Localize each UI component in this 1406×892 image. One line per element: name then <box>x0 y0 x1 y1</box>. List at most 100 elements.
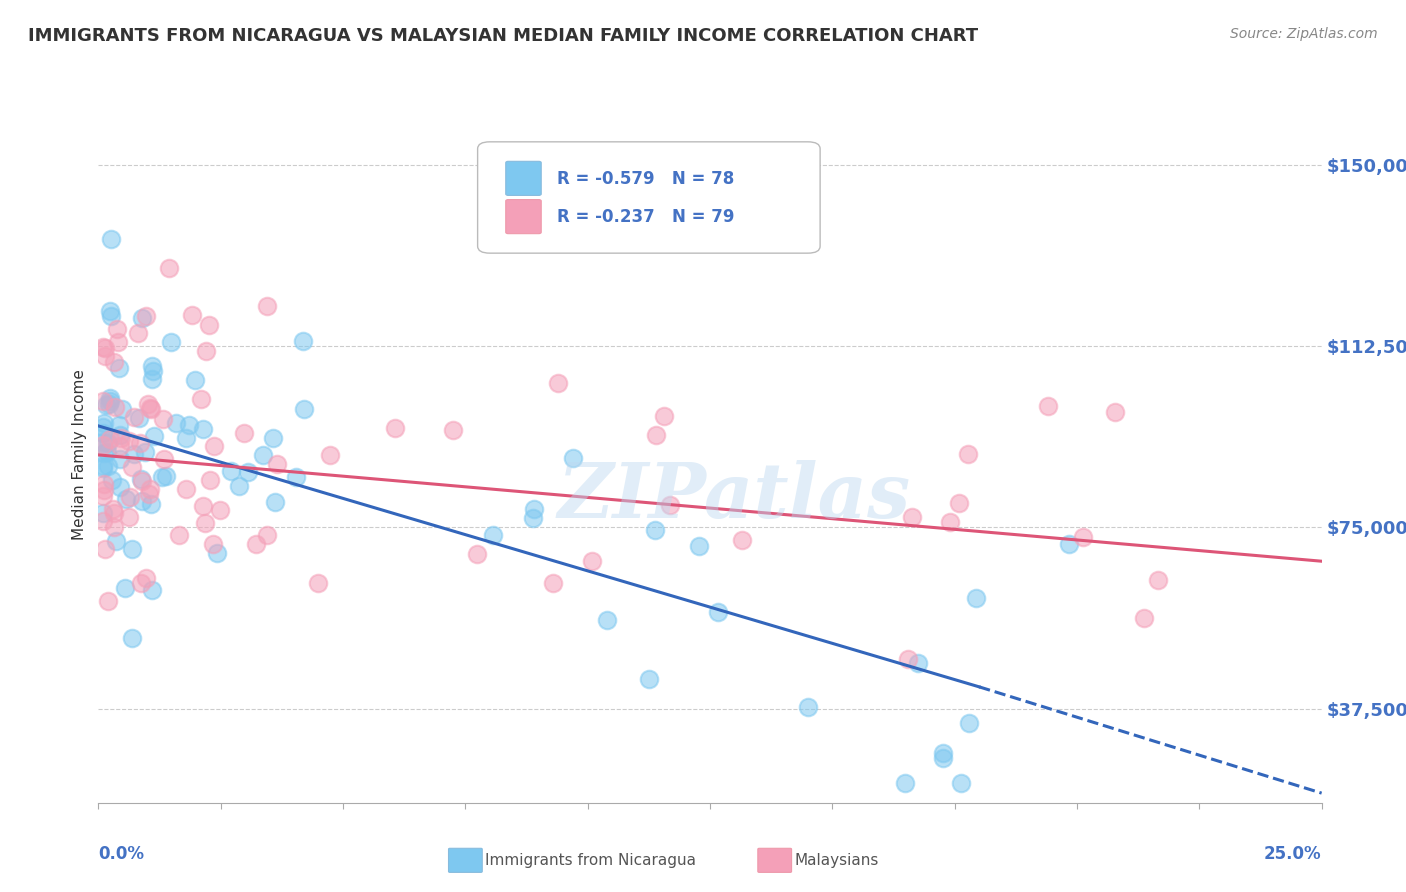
Point <box>141 583 163 598</box>
Point <box>120 490 142 504</box>
Point <box>292 334 315 348</box>
Point <box>124 410 146 425</box>
Point <box>134 445 156 459</box>
Point <box>236 466 259 480</box>
Point <box>128 410 150 425</box>
Point <box>319 448 342 462</box>
Point <box>135 571 157 585</box>
Point <box>94 341 117 355</box>
Point <box>107 361 129 376</box>
Point <box>384 421 406 435</box>
Point <box>91 506 114 520</box>
Point <box>91 514 114 528</box>
Point <box>97 594 120 608</box>
Point <box>91 459 114 474</box>
Point <box>131 310 153 325</box>
Point <box>245 537 267 551</box>
Point <box>93 483 115 497</box>
Point <box>101 473 124 487</box>
Point <box>482 528 505 542</box>
Point <box>128 436 150 450</box>
Point <box>138 482 160 496</box>
FancyBboxPatch shape <box>506 200 541 234</box>
Point <box>965 591 987 605</box>
Point <box>91 420 114 434</box>
Point <box>894 776 917 790</box>
FancyBboxPatch shape <box>506 161 541 195</box>
Point <box>96 444 118 458</box>
Point <box>645 427 668 442</box>
Point <box>97 436 120 450</box>
Point <box>91 435 114 450</box>
Point <box>190 392 212 407</box>
Point <box>256 299 278 313</box>
Point <box>208 503 231 517</box>
Point <box>731 533 754 547</box>
Point <box>141 401 163 416</box>
Point <box>93 476 115 491</box>
Point <box>121 632 143 646</box>
Point <box>121 542 143 557</box>
Point <box>184 373 207 387</box>
Point <box>931 751 953 765</box>
Point <box>292 402 315 417</box>
Point <box>167 528 190 542</box>
Point <box>143 428 166 442</box>
Point <box>307 575 329 590</box>
Point <box>94 542 117 557</box>
Point <box>103 519 125 533</box>
Point <box>547 376 569 391</box>
Point <box>202 439 225 453</box>
Point <box>110 451 132 466</box>
Point <box>141 372 163 386</box>
Point <box>193 422 215 436</box>
Point <box>110 431 132 445</box>
Point <box>1133 611 1156 625</box>
Point <box>97 458 120 473</box>
Point <box>441 423 464 437</box>
Point <box>100 232 122 246</box>
Point <box>659 498 682 512</box>
Point <box>644 523 666 537</box>
Point <box>103 506 125 520</box>
Text: 0.0%: 0.0% <box>98 845 145 863</box>
Point <box>107 417 129 432</box>
Text: Immigrants from Nicaragua: Immigrants from Nicaragua <box>485 854 696 868</box>
Point <box>797 699 820 714</box>
Text: R = -0.237   N = 79: R = -0.237 N = 79 <box>557 208 734 226</box>
Point <box>201 537 224 551</box>
Point <box>198 318 221 333</box>
Point <box>98 394 121 409</box>
Point <box>177 418 200 433</box>
Point <box>104 400 127 414</box>
Point <box>522 511 544 525</box>
Point <box>180 308 202 322</box>
Point <box>174 482 197 496</box>
Point <box>157 261 180 276</box>
Point <box>110 440 132 454</box>
Text: Source: ZipAtlas.com: Source: ZipAtlas.com <box>1230 27 1378 41</box>
Point <box>91 461 114 475</box>
Point <box>98 432 121 446</box>
Point <box>114 581 136 595</box>
Point <box>91 438 114 452</box>
Point <box>652 409 675 423</box>
Point <box>101 501 124 516</box>
Point <box>256 528 278 542</box>
Point <box>138 487 160 501</box>
Point <box>94 398 117 412</box>
Point <box>127 326 149 340</box>
Point <box>141 359 163 374</box>
Point <box>957 447 980 461</box>
Point <box>122 446 145 460</box>
Point <box>105 533 128 548</box>
Point <box>103 355 125 369</box>
Point <box>1104 405 1126 419</box>
Point <box>638 673 661 687</box>
Point <box>93 416 115 430</box>
Point <box>100 391 122 405</box>
Point <box>91 425 114 440</box>
Point <box>136 397 159 411</box>
Y-axis label: Median Family Income: Median Family Income <box>72 369 87 541</box>
Point <box>233 426 256 441</box>
